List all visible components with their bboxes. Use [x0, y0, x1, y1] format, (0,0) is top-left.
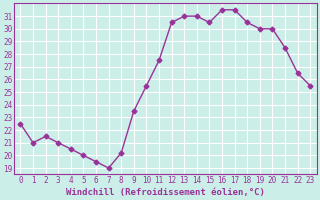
X-axis label: Windchill (Refroidissement éolien,°C): Windchill (Refroidissement éolien,°C)	[66, 188, 265, 197]
